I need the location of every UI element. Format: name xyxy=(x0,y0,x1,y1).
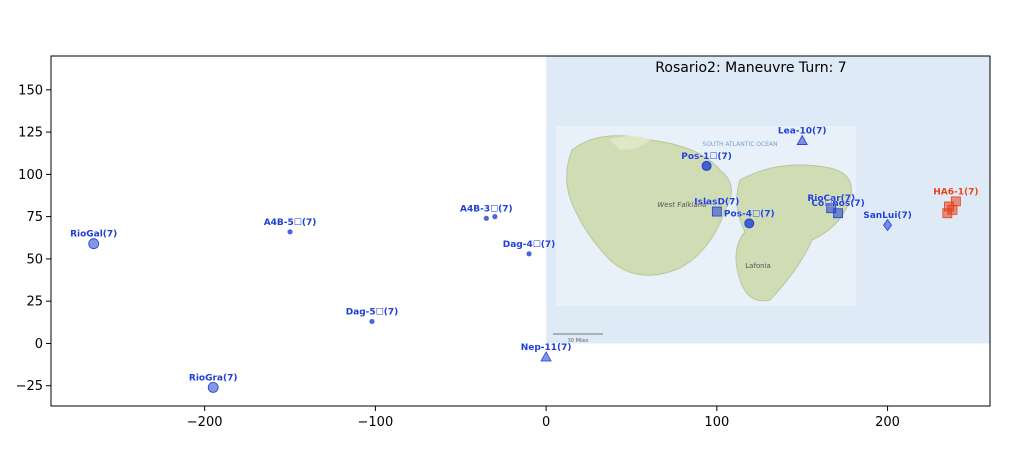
unit-marker-dag-53-7 xyxy=(369,318,375,325)
unit-label-a4b-3-7: A4B-3☐(7) xyxy=(460,204,513,214)
map-island-north xyxy=(610,136,650,150)
unit-marker-riogal-7 xyxy=(88,238,100,250)
unit-label-nep-11-7: Nep-11(7) xyxy=(521,343,572,353)
y-tick-label: 125 xyxy=(18,126,43,141)
plot-frame xyxy=(50,55,991,407)
map-label-ocean: SOUTH ATLANTIC OCEAN xyxy=(702,141,777,148)
unit-label-comodoro-7: Co☐nos(7) xyxy=(811,199,864,209)
unit-marker-dag-4-7 xyxy=(526,251,532,257)
unit-label-pos-1-7: Pos-1☐(7) xyxy=(681,152,732,162)
y-tick-label: 75 xyxy=(26,210,43,225)
map-island-west-falkland xyxy=(566,135,732,276)
x-tick-label: 100 xyxy=(704,415,729,430)
x-tick-label: 0 xyxy=(542,415,550,430)
unit-label-riogra-7: RioGra(7) xyxy=(189,373,238,383)
unit-marker-sanlui-7 xyxy=(883,218,893,232)
map-island-east-falkland xyxy=(735,164,852,302)
y-tick-label: −25 xyxy=(16,379,43,394)
y-tick-label: 50 xyxy=(26,252,43,267)
background-map: SOUTH ATLANTIC OCEAN West Falkland Lafonia… xyxy=(546,56,990,344)
unit-label-riocar-7: RioCar(7) xyxy=(807,194,855,204)
unit-label-dag-4-7: Dag-4☐(7) xyxy=(503,240,556,250)
unit-label-lea-10-7: Lea-10(7) xyxy=(778,127,827,137)
unit-marker-riogra-7 xyxy=(207,382,219,393)
unit-marker-a4b-5-7 xyxy=(287,229,293,235)
y-tick-label: 150 xyxy=(18,83,43,98)
map-label-west-falkland: West Falkland xyxy=(657,201,707,209)
y-tick-label: 25 xyxy=(26,295,43,310)
unit-marker-comodoro-7 xyxy=(833,208,843,219)
x-tick-label: −200 xyxy=(187,415,223,430)
unit-marker-ha6-4-7 xyxy=(942,208,953,219)
axes: −200 −100 0 100 200 −25 0 25 50 75 100 125 150 xyxy=(16,55,991,430)
map-scale-label: 30 Miles xyxy=(568,338,589,344)
map-label-lafonia: Lafonia xyxy=(745,262,771,270)
unit-label-sanlui-7: SanLui(7) xyxy=(863,211,912,221)
x-tick-label: −100 xyxy=(358,415,394,430)
y-tick-label: 100 xyxy=(18,168,43,183)
unit-marker-lea-10-7 xyxy=(796,134,808,145)
unit-marker-islasd-7 xyxy=(711,206,722,217)
unit-marker-riocar-7 xyxy=(826,203,837,214)
unit-marker-a4b-4-7 xyxy=(492,214,498,220)
unit-marker-a4b-3-7 xyxy=(483,215,489,221)
data-marks: RioGal(7) RioGra(7) A4B-5☐(7) Dag-5☐(7) A4B-… xyxy=(70,126,979,393)
unit-label-pos-4-7: Pos-4☐(7) xyxy=(724,209,775,219)
unit-label-riogal-7: RioGal(7) xyxy=(70,230,117,240)
unit-marker-pos-4-7 xyxy=(744,218,755,229)
y-tick-label: 0 xyxy=(35,337,43,352)
unit-label-ha6-1-7: HA6-1(7) xyxy=(933,187,978,197)
chart-title: Rosario2: Maneuvre Turn: 7 xyxy=(655,60,846,76)
unit-marker-pos-1-7 xyxy=(701,160,712,171)
x-tick-label: 200 xyxy=(875,415,900,430)
unit-label-islasd-7: IslasD(7) xyxy=(694,198,739,208)
unit-label-a4b-5-7: A4B-5☐(7) xyxy=(264,218,317,228)
unit-label-dag-53-7: Dag-5☐(7) xyxy=(346,307,399,317)
unit-marker-nep-11-7 xyxy=(540,351,552,362)
